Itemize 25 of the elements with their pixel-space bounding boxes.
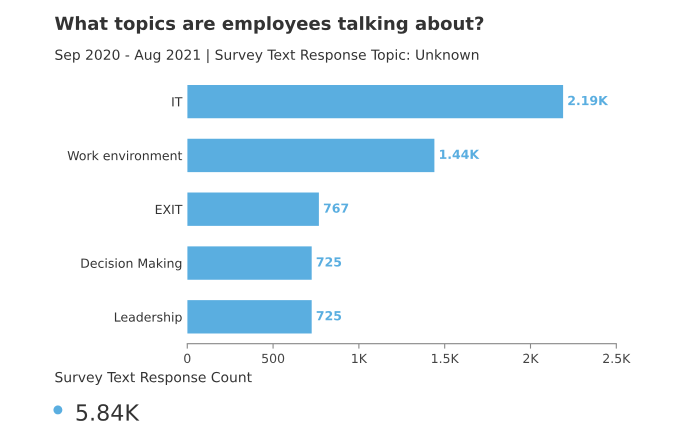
data-label: 2.19K xyxy=(568,96,608,106)
x-tick-label: 1K xyxy=(352,354,368,363)
data-label: 1.44K xyxy=(440,150,480,159)
x-tick-label: 2K xyxy=(523,354,539,363)
x-tick-label: 2.5K xyxy=(603,354,631,364)
bar xyxy=(187,300,312,334)
data-label: 725 xyxy=(316,311,342,320)
bar xyxy=(187,246,312,280)
bar xyxy=(187,84,564,118)
x-tick-label: 500 xyxy=(262,354,284,364)
y-tick-label: EXIT xyxy=(156,204,182,214)
chart-title: What topics are employees talking about? xyxy=(55,16,484,34)
x-tick-label: 0 xyxy=(184,354,190,364)
text: Survey Text Response Count xyxy=(55,372,252,386)
y-tick-label: Decision Making xyxy=(81,258,182,270)
y-tick-label: Work environment xyxy=(68,150,182,160)
x-tick-label: 1.5K xyxy=(432,354,459,364)
data-label: 725 xyxy=(316,257,342,267)
bar xyxy=(187,192,319,226)
text: 5.84K xyxy=(76,404,140,421)
y-tick-label: Leadership xyxy=(114,312,182,324)
chart-subtitle: Sep 2020 - Aug 2021 | Survey Text Response Topic: Unknown xyxy=(55,49,478,64)
y-tick-label: IT xyxy=(172,97,182,106)
bar xyxy=(187,138,434,172)
data-label: 767 xyxy=(324,203,348,213)
